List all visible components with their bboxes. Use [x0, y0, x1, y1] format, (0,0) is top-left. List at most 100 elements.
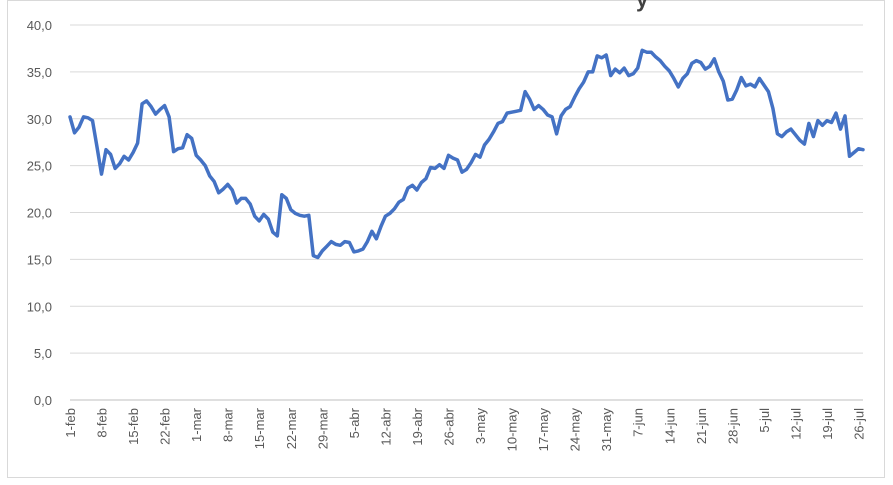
data-point [861, 148, 865, 151]
data-point [145, 99, 148, 103]
x-tick-label: 19-abr [410, 407, 425, 445]
data-point [442, 167, 446, 170]
data-point [771, 107, 775, 110]
y-tick-label: 5,0 [34, 346, 52, 361]
data-point [690, 62, 693, 65]
data-point [212, 180, 216, 183]
x-tick-label: 7-jun [631, 408, 646, 437]
data-point [573, 95, 576, 99]
data-point [825, 119, 829, 122]
data-point [294, 212, 297, 215]
data-point [591, 70, 594, 74]
data-point [726, 98, 730, 102]
x-tick-label: 15-mar [252, 407, 267, 449]
data-point [681, 77, 684, 80]
data-point [474, 153, 477, 156]
data-point [492, 130, 495, 134]
data-point [244, 197, 247, 200]
data-point [154, 112, 157, 116]
data-point [735, 88, 739, 91]
data-point [663, 65, 666, 68]
data-point [285, 197, 288, 200]
data-point [496, 122, 500, 125]
data-point [330, 240, 333, 243]
data-point [118, 162, 121, 165]
data-point [609, 74, 612, 77]
data-point [600, 56, 603, 60]
data-point [438, 163, 441, 166]
data-point [762, 83, 766, 87]
data-point [163, 104, 166, 107]
y-tick-label: 20,0 [27, 206, 52, 221]
data-point [415, 188, 419, 192]
x-tick-label: 29-mar [315, 407, 330, 449]
x-tick-label: 19-jul [820, 408, 835, 440]
data-point [456, 158, 459, 162]
data-point [550, 115, 554, 119]
data-point [487, 138, 491, 141]
data-point [564, 108, 567, 111]
data-point [343, 240, 347, 243]
chart-title-fragment: y [636, 0, 648, 13]
data-point [776, 132, 779, 135]
data-point [298, 214, 301, 217]
data-point [384, 215, 387, 218]
x-tick-label: 5-abr [347, 407, 362, 438]
data-point [857, 147, 860, 150]
x-tick-label: 10-may [505, 408, 520, 452]
data-point [514, 110, 518, 113]
data-point [510, 110, 513, 114]
x-tick-label: 22-mar [284, 407, 299, 449]
y-tick-label: 15,0 [27, 252, 52, 267]
data-point [217, 191, 220, 195]
y-tick-label: 35,0 [27, 65, 52, 80]
data-point [668, 69, 671, 73]
data-point [749, 82, 752, 86]
data-point [420, 181, 423, 184]
data-point [334, 243, 338, 246]
x-tick-label: 3-may [473, 408, 488, 445]
data-point [695, 59, 698, 62]
data-point [411, 184, 414, 187]
data-point [370, 230, 374, 233]
y-tick-label: 40,0 [27, 18, 52, 33]
data-point [397, 200, 401, 204]
data-point [839, 127, 842, 131]
data-point [672, 77, 675, 80]
data-point [699, 61, 702, 64]
data-point [789, 127, 793, 131]
data-point [798, 139, 802, 142]
data-point [424, 177, 428, 180]
data-point [740, 76, 743, 79]
x-tick-label: 1-feb [63, 408, 78, 438]
data-point [460, 170, 464, 174]
data-point [77, 125, 81, 129]
data-point [303, 215, 306, 218]
data-point [636, 66, 639, 70]
x-tick-label: 5-jul [757, 408, 772, 433]
x-tick-label: 15-feb [126, 408, 141, 445]
data-point [185, 133, 189, 136]
data-point [848, 155, 851, 158]
gridlines [70, 24, 863, 401]
data-point [172, 150, 175, 153]
data-point [780, 135, 784, 138]
y-tick-label: 10,0 [27, 299, 52, 314]
data-point [541, 108, 545, 111]
data-point [253, 215, 256, 218]
data-point [190, 137, 193, 140]
data-point [352, 250, 356, 254]
data-point [226, 183, 229, 186]
data-point [240, 197, 243, 200]
data-point [794, 133, 797, 136]
data-point [577, 87, 581, 90]
data-point [280, 193, 283, 196]
data-point [86, 116, 90, 120]
x-tick-label: 26-abr [441, 407, 456, 445]
data-point [366, 240, 369, 243]
data-point [677, 85, 680, 89]
data-point [654, 55, 657, 59]
series-group [68, 48, 865, 260]
data-point [158, 108, 162, 111]
data-point [704, 67, 707, 71]
